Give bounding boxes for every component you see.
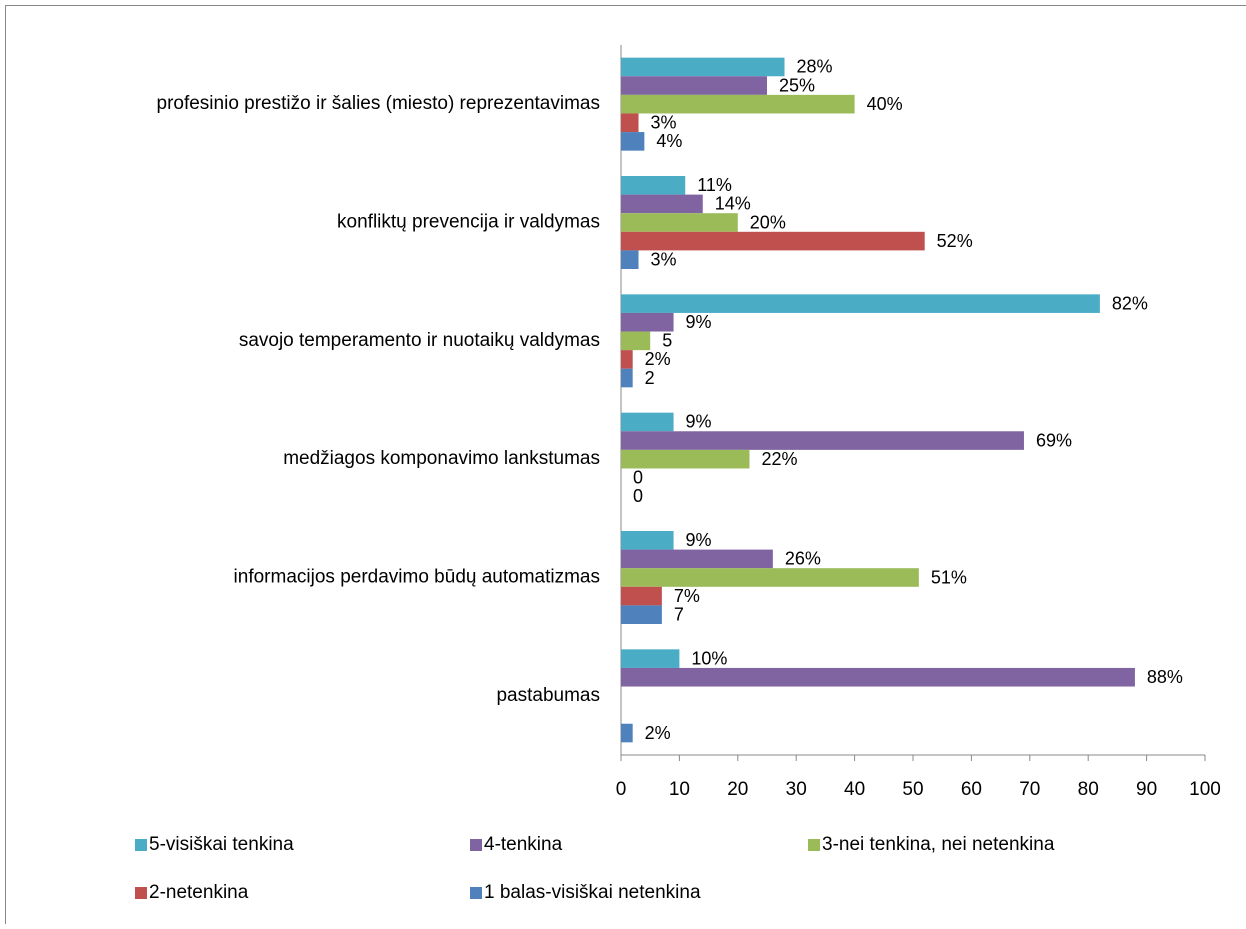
x-tick-label: 80 [1078,779,1099,800]
data-label: 52% [937,231,973,251]
bar [621,550,773,569]
data-label: 3% [651,113,677,133]
bar [621,668,1135,687]
legend-label: 2-netenkina [149,882,249,903]
bar [621,450,749,469]
legend-swatch [135,839,147,851]
bar [621,213,738,232]
data-label: 14% [715,194,751,214]
data-label: 69% [1036,430,1072,450]
x-tick-label: 30 [786,779,807,800]
y-tick-label: medžiagos komponavimo lankstumas [283,448,600,469]
data-label: 22% [761,449,797,469]
data-label: 10% [691,648,727,668]
bar [621,724,633,743]
data-label: 26% [785,549,821,569]
bar [621,431,1024,450]
x-tick-label: 50 [902,779,923,800]
bar [621,113,639,132]
bar [621,568,919,587]
legend-label: 4-tenkina [484,834,563,855]
bar [621,58,785,77]
data-label: 2% [645,723,671,743]
bar [621,132,644,151]
x-tick-label: 20 [727,779,748,800]
legend-swatch [135,887,147,899]
y-tick-label: informacijos perdavimo būdų automatizmas [234,567,600,588]
x-tick-label: 90 [1136,779,1157,800]
bar [621,232,925,251]
bar [621,369,633,388]
data-label: 28% [797,57,833,77]
legend-swatch [470,839,482,851]
bar [621,176,685,195]
data-label: 2% [645,349,671,369]
data-label: 9% [686,412,712,432]
bar [621,413,674,432]
legend-swatch [808,839,820,851]
data-label: 5 [662,331,672,351]
bar [621,195,703,214]
legend-label: 1 balas-visiškai netenkina [484,882,701,903]
bar [621,250,639,269]
bar [621,350,633,369]
y-tick-label: savojo temperamento ir nuotaikų valdymas [239,330,600,351]
data-label: 4% [656,131,682,151]
bar [621,531,674,550]
data-label: 9% [686,312,712,332]
legend-swatch [470,887,482,899]
data-label: 20% [750,212,786,232]
x-tick-label: 100 [1189,779,1221,800]
y-tick-label: profesinio prestižo ir šalies (miesto) r… [157,93,601,114]
bar [621,76,767,95]
data-label: 51% [931,567,967,587]
data-label: 9% [686,530,712,550]
data-label: 11% [697,175,732,195]
x-tick-label: 60 [961,779,982,800]
data-label: 40% [867,94,903,114]
x-tick-label: 70 [1019,779,1040,800]
data-label: 3% [651,249,677,269]
data-label: 2 [645,368,655,388]
x-tick-label: 40 [844,779,865,800]
x-tick-label: 0 [616,779,627,800]
data-label: 25% [779,75,815,95]
bar [621,294,1100,313]
bar [621,587,662,606]
data-label: 82% [1112,293,1148,313]
data-label: 7% [674,586,700,606]
y-tick-label: konfliktų prevencija ir valdymas [337,212,600,233]
bar [621,332,650,351]
bar [621,605,662,624]
y-tick-label: pastabumas [496,685,600,706]
bar [621,95,855,114]
legend-label: 5-visiškai tenkina [149,834,294,855]
bar [621,649,679,668]
bar [621,313,674,332]
legend-label: 3-nei tenkina, nei netenkina [822,834,1055,855]
data-label: 7 [674,604,684,624]
data-label: 88% [1147,667,1183,687]
data-label: 0 [633,468,643,488]
x-tick-label: 10 [669,779,690,800]
data-label: 0 [633,486,643,506]
